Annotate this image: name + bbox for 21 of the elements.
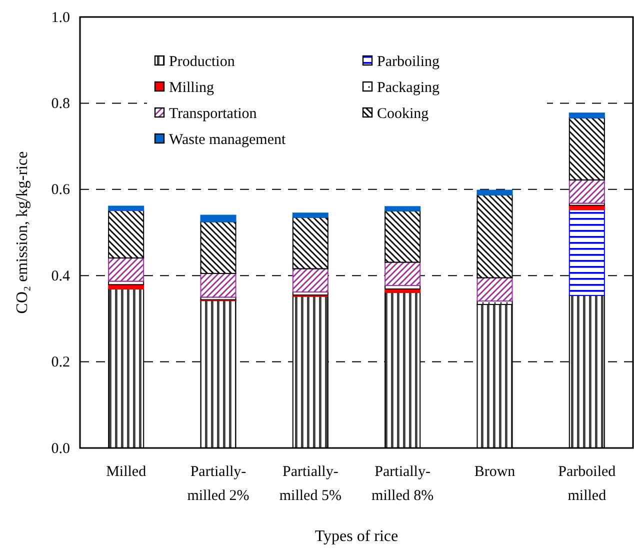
x-tick-label: Partially-milled 8% <box>372 464 434 504</box>
y-tick-label: 0.4 <box>51 268 70 284</box>
x-axis-title: Types of rice <box>314 528 398 545</box>
y-axis-title: CO₂ emission, kg/kg-rice <box>14 151 31 314</box>
x-tick-label: Parboiled milled <box>558 464 616 504</box>
x-tick-label: Milled <box>106 464 147 480</box>
y-tick-label: 1.0 <box>51 10 70 26</box>
legend-label: Waste management <box>169 132 286 148</box>
x-tick-label: Brown <box>474 464 516 480</box>
legend-label: Packaging <box>377 80 440 96</box>
legend-label: Milling <box>169 80 215 96</box>
y-tick-label: 0.0 <box>51 440 70 457</box>
x-tick-label: Partially-milled 2% <box>187 464 250 504</box>
y-tick-label: 0.6 <box>51 182 70 198</box>
legend-label: Production <box>169 54 236 70</box>
y-tick-label: 0.8 <box>51 96 70 112</box>
legend-label: Cooking <box>377 106 430 122</box>
y-tick-label: 0.2 <box>51 354 70 371</box>
x-tick-label: Partially-milled 5% <box>279 464 342 504</box>
legend-label: Parboiling <box>377 54 440 70</box>
legend-label: Transportation <box>169 106 258 122</box>
